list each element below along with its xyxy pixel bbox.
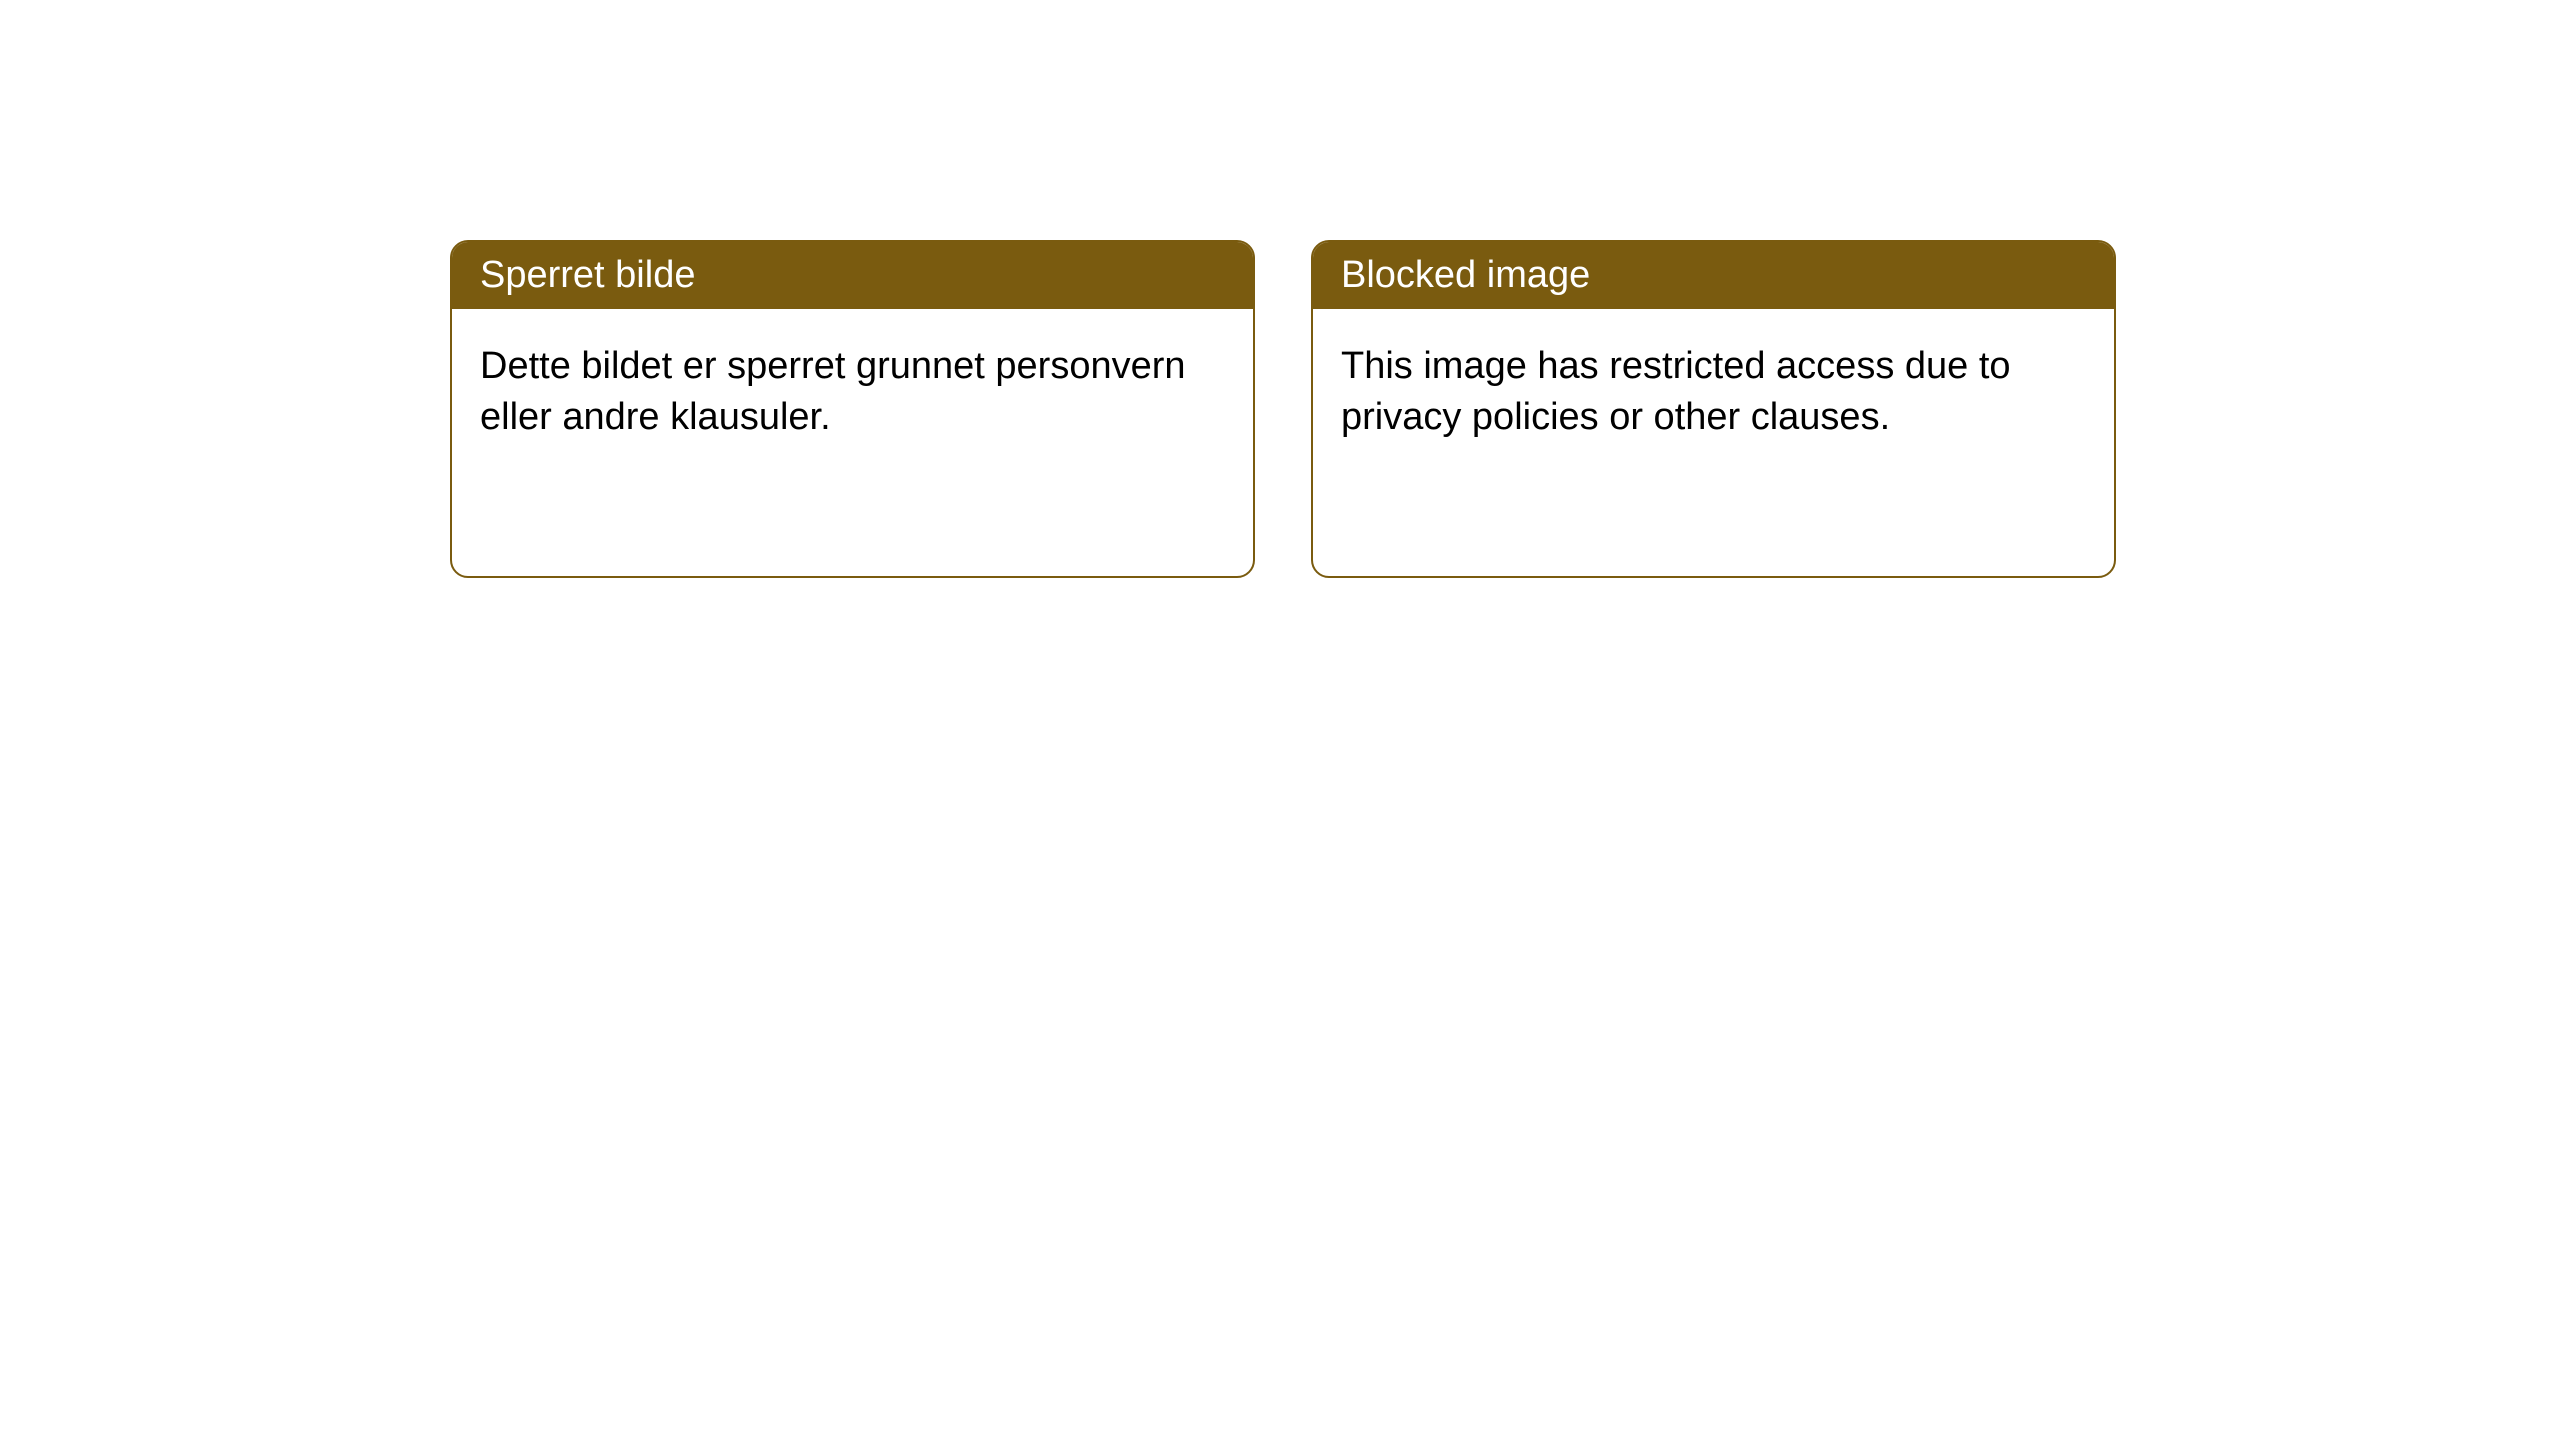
notice-card-header: Sperret bilde [452, 242, 1253, 309]
notice-card-header: Blocked image [1313, 242, 2114, 309]
notice-card-title: Blocked image [1341, 254, 1590, 296]
notice-card-title: Sperret bilde [480, 254, 695, 296]
notice-card-body: Dette bildet er sperret grunnet personve… [452, 309, 1253, 476]
notice-card-norwegian: Sperret bilde Dette bildet er sperret gr… [450, 240, 1255, 578]
notice-card-body: This image has restricted access due to … [1313, 309, 2114, 476]
notice-cards-container: Sperret bilde Dette bildet er sperret gr… [0, 0, 2560, 578]
notice-card-english: Blocked image This image has restricted … [1311, 240, 2116, 578]
notice-card-text: This image has restricted access due to … [1341, 345, 2011, 438]
notice-card-text: Dette bildet er sperret grunnet personve… [480, 345, 1186, 438]
